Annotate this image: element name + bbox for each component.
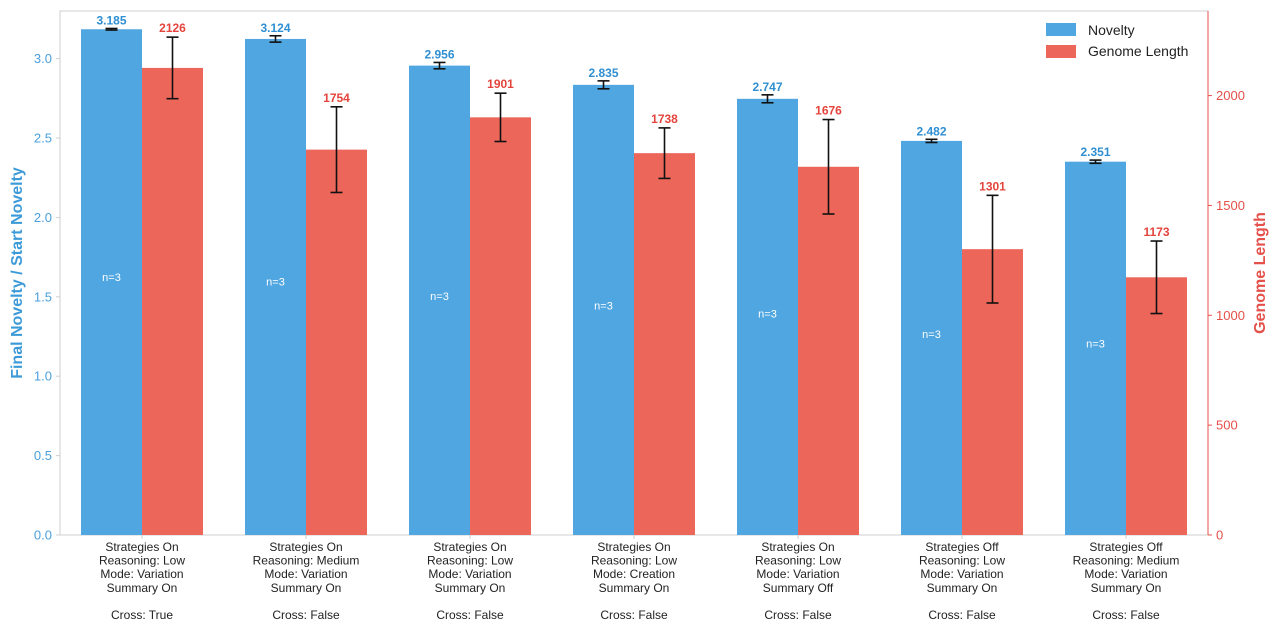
genome-length-error-bar xyxy=(166,36,179,100)
genome-length-bar xyxy=(470,117,531,535)
novelty-value-label: 2.956 xyxy=(424,47,454,61)
novelty-error-bar xyxy=(761,94,774,104)
left-tick-label: 0.0 xyxy=(34,528,52,543)
genome-length-value-label: 1901 xyxy=(487,77,514,91)
novelty-error-bar xyxy=(925,138,938,144)
genome-length-error-bar xyxy=(658,127,671,180)
right-tick-label: 1500 xyxy=(1216,198,1245,213)
category-label: Strategies Off Reasoning: Medium Mode: Var… xyxy=(1073,540,1180,622)
novelty-bar xyxy=(81,29,142,535)
genome-length-bar xyxy=(142,67,203,535)
novelty-value-label: 3.124 xyxy=(260,21,290,35)
sample-count-label: n=3 xyxy=(758,308,777,320)
right-axis-title: Genome Length xyxy=(1252,212,1269,334)
value-labels: 3.185 2126 3.124 1754 2.956 1901 2.835 1738 2.74… xyxy=(96,13,1169,239)
novelty-error-bar xyxy=(105,27,118,31)
genome-length-bar xyxy=(1126,277,1187,535)
legend-swatch-genome-length xyxy=(1046,45,1076,58)
legend-swatch-novelty xyxy=(1046,23,1076,36)
right-tick-label: 2000 xyxy=(1216,88,1245,103)
genome-length-error-bar xyxy=(822,118,835,215)
novelty-bars xyxy=(81,29,1126,536)
sample-count-label: n=3 xyxy=(922,329,941,341)
novelty-error-bar xyxy=(1089,159,1102,165)
novelty-bar xyxy=(1065,161,1126,535)
genome-length-error-bar xyxy=(330,105,343,194)
novelty-value-label: 2.747 xyxy=(752,80,782,94)
novelty-value-label: 2.482 xyxy=(916,124,946,138)
novelty-error-bar xyxy=(433,61,446,70)
right-tick-label: 0 xyxy=(1216,528,1223,543)
genome-length-error-bar xyxy=(1150,240,1163,315)
genome-length-bar xyxy=(798,166,859,535)
sample-count-label: n=3 xyxy=(594,301,613,313)
genome-length-value-label: 1738 xyxy=(651,112,678,126)
sample-count-label: n=3 xyxy=(1086,339,1105,351)
left-tick-label: 1.5 xyxy=(34,289,52,304)
novelty-bar xyxy=(409,65,470,535)
left-tick-label: 3.0 xyxy=(34,51,52,66)
genome-length-bar xyxy=(634,153,695,536)
right-tick-label: 1000 xyxy=(1216,308,1245,323)
legend-label-genome-length: Genome Length xyxy=(1088,43,1188,59)
novelty-value-label: 3.185 xyxy=(96,13,126,27)
right-tick-label: 500 xyxy=(1216,418,1238,433)
count-labels: n=3 n=3 n=3 n=3 n=3 n=3 n=3 xyxy=(102,272,1105,351)
left-axis: 0.0 0.5 1.0 1.5 2.0 2.5 3.0 xyxy=(34,51,60,543)
genome-length-error-bar xyxy=(986,194,999,304)
category-label: Strategies On Reasoning: Low Mode: Variati… xyxy=(99,540,185,622)
genome-length-value-label: 2126 xyxy=(159,21,186,35)
sample-count-label: n=3 xyxy=(430,291,449,303)
left-axis-title: Final Novelty / Start Novelty xyxy=(9,167,26,379)
sample-count-label: n=3 xyxy=(266,277,285,289)
genome-length-value-label: 1173 xyxy=(1143,225,1169,239)
category-label: Strategies On Reasoning: Low Mode: Variati… xyxy=(755,540,841,622)
novelty-bar xyxy=(901,140,962,535)
x-axis: Strategies On Reasoning: Low Mode: Variati… xyxy=(99,535,1179,622)
sample-count-label: n=3 xyxy=(102,272,121,284)
category-label: Strategies On Reasoning: Low Mode: Variati… xyxy=(427,540,513,622)
novelty-error-bar xyxy=(269,34,282,43)
novelty-value-label: 2.835 xyxy=(588,66,618,80)
left-tick-label: 2.5 xyxy=(34,131,52,146)
novelty-bar xyxy=(573,84,634,535)
left-tick-label: 1.0 xyxy=(34,369,52,384)
novelty-bar xyxy=(737,98,798,536)
error-bars xyxy=(105,27,1163,315)
genome-length-bar xyxy=(306,149,367,535)
category-label: Strategies Off Reasoning: Low Mode: Variat… xyxy=(919,540,1005,622)
left-tick-label: 0.5 xyxy=(34,448,52,463)
legend-label-novelty: Novelty xyxy=(1088,22,1135,38)
novelty-bar xyxy=(245,38,306,536)
genome-length-value-label: 1676 xyxy=(815,104,842,118)
legend: Novelty Genome Length xyxy=(1046,22,1188,59)
novelty-value-label: 2.351 xyxy=(1080,145,1110,159)
novelty-error-bar xyxy=(597,80,610,90)
right-axis: 0 500 1000 1500 2000 xyxy=(1207,11,1245,543)
category-label: Strategies On Reasoning: Low Mode: Creatio… xyxy=(591,540,677,622)
genome-length-value-label: 1754 xyxy=(323,91,350,105)
genome-length-value-label: 1301 xyxy=(979,179,1006,193)
genome-length-bars xyxy=(142,67,1187,536)
category-label: Strategies On Reasoning: Medium Mode: Vari… xyxy=(253,540,360,622)
left-tick-label: 2.0 xyxy=(34,210,52,225)
genome-length-error-bar xyxy=(494,92,507,143)
